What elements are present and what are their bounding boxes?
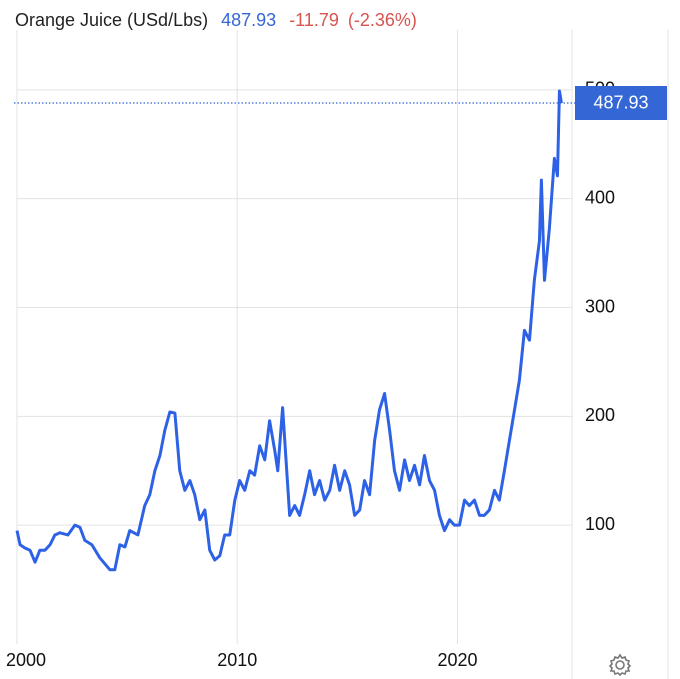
grid (16, 30, 572, 644)
plot (15, 89, 563, 572)
axis-labels: 100200300400500200020102020 (6, 79, 615, 670)
x-tick-label: 2000 (6, 650, 46, 670)
y-tick-label: 200 (585, 405, 615, 425)
y-tick-label: 400 (585, 187, 615, 207)
header: Orange Juice (USd/Lbs) 487.93 -11.79 (-2… (15, 10, 417, 30)
change: -11.79 (289, 10, 339, 30)
y-tick-label: 300 (585, 296, 615, 316)
y-tick-label: 100 (585, 514, 615, 534)
price: 487.93 (221, 10, 276, 30)
chart-title: Orange Juice (USd/Lbs) (15, 10, 208, 30)
x-tick-label: 2010 (217, 650, 257, 670)
x-tick-label: 2020 (437, 650, 477, 670)
last-price-box (575, 85, 667, 120)
last-price-label: 487.93 (593, 93, 648, 113)
price-line (15, 89, 563, 572)
price-tag: 487.93 (14, 85, 667, 120)
settings-icon[interactable] (608, 653, 632, 677)
change-percent: (-2.36%) (348, 10, 417, 30)
